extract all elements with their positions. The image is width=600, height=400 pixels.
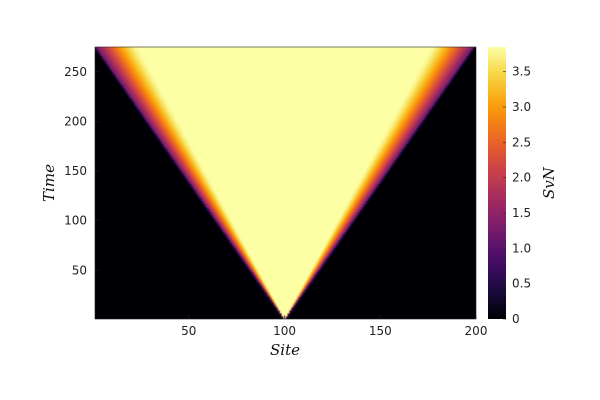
heatmap-raster <box>95 47 476 319</box>
colorbar-tick-label: 1.0 <box>512 241 531 255</box>
x-tick-label: 100 <box>273 324 296 338</box>
colorbar: 0 0.5 1.0 1.5 2.0 2.5 3.0 3.5 SvN <box>488 47 558 326</box>
y-tick-label: 100 <box>64 214 87 228</box>
x-tick-label: 200 <box>465 324 488 338</box>
colorbar-tick-label: 0.5 <box>512 277 531 291</box>
colorbar-gradient <box>488 47 506 319</box>
x-axis-title: Site <box>270 341 300 359</box>
y-tick-label: 50 <box>72 263 87 277</box>
colorbar-tick-label: 2.5 <box>512 135 531 149</box>
x-tick-label: 150 <box>369 324 392 338</box>
y-tick-label: 150 <box>64 164 87 178</box>
colorbar-ticks: 0 0.5 1.0 1.5 2.0 2.5 3.0 3.5 <box>503 65 531 326</box>
plot-area <box>94 46 477 320</box>
y-tick-label: 250 <box>64 65 87 79</box>
colorbar-tick-label: 0 <box>512 312 520 326</box>
colorbar-title: SvN <box>540 166 558 199</box>
colorbar-tick-label: 3.5 <box>512 65 531 79</box>
x-tick-label: 50 <box>181 324 196 338</box>
colorbar-tick-label: 3.0 <box>512 100 531 114</box>
y-axis-ticks: 50 100 150 200 250 <box>64 65 99 277</box>
plot-frame <box>94 46 477 320</box>
y-tick-label: 200 <box>64 114 87 128</box>
colorbar-tick-label: 2.0 <box>512 171 531 185</box>
colorbar-tick-label: 1.5 <box>512 206 531 220</box>
y-axis-title: Time <box>40 164 58 202</box>
x-axis-ticks: 50 100 150 200 <box>181 315 487 338</box>
